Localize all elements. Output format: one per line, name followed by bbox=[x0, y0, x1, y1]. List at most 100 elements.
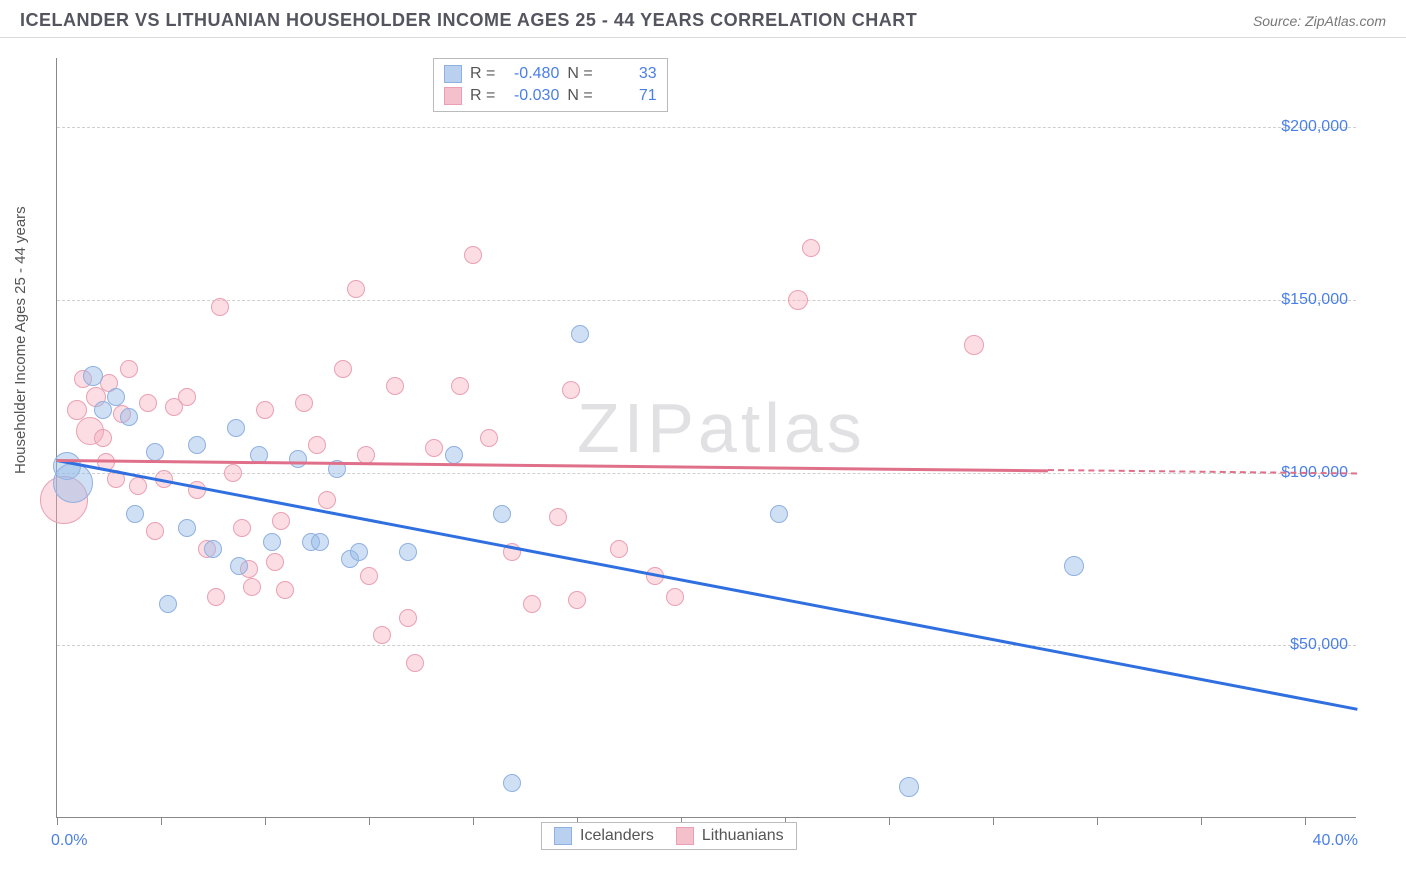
scatter-point-b bbox=[224, 464, 242, 482]
x-tick bbox=[369, 817, 370, 825]
series-legend: Icelanders Lithuanians bbox=[541, 822, 797, 850]
legend-label: Icelanders bbox=[580, 827, 654, 845]
scatter-point-b bbox=[256, 401, 274, 419]
scatter-point-b bbox=[188, 481, 206, 499]
y-tick-label: $200,000 bbox=[1281, 118, 1348, 136]
gridline bbox=[57, 300, 1356, 301]
trend-line bbox=[57, 459, 1048, 472]
scatter-point-a bbox=[493, 505, 511, 523]
scatter-point-a bbox=[159, 595, 177, 613]
scatter-point-a bbox=[350, 543, 368, 561]
scatter-point-b bbox=[295, 394, 313, 412]
x-min-label: 0.0% bbox=[51, 832, 87, 850]
plot-region: ZIPatlas $50,000$100,000$150,000$200,000… bbox=[56, 58, 1356, 818]
scatter-point-b bbox=[399, 609, 417, 627]
gridline bbox=[57, 127, 1356, 128]
scatter-point-b bbox=[788, 290, 808, 310]
x-tick bbox=[265, 817, 266, 825]
scatter-point-b bbox=[266, 553, 284, 571]
scatter-point-b bbox=[272, 512, 290, 530]
gridline bbox=[57, 645, 1356, 646]
x-tick bbox=[473, 817, 474, 825]
y-tick-label: $150,000 bbox=[1281, 291, 1348, 309]
scatter-point-a bbox=[311, 533, 329, 551]
scatter-point-b bbox=[243, 578, 261, 596]
scatter-point-a bbox=[770, 505, 788, 523]
legend-item: Icelanders bbox=[554, 827, 654, 845]
chart-source: Source: ZipAtlas.com bbox=[1253, 13, 1386, 29]
scatter-point-a bbox=[107, 388, 125, 406]
scatter-point-a bbox=[1064, 556, 1084, 576]
scatter-point-a bbox=[899, 777, 919, 797]
scatter-point-a bbox=[146, 443, 164, 461]
scatter-point-a bbox=[204, 540, 222, 558]
scatter-point-b bbox=[276, 581, 294, 599]
scatter-point-a bbox=[445, 446, 463, 464]
scatter-point-b bbox=[610, 540, 628, 558]
r-value: -0.030 bbox=[503, 87, 559, 105]
scatter-point-a bbox=[503, 774, 521, 792]
scatter-point-b bbox=[666, 588, 684, 606]
scatter-point-b bbox=[373, 626, 391, 644]
x-tick bbox=[1201, 817, 1202, 825]
scatter-point-b bbox=[406, 654, 424, 672]
scatter-point-b bbox=[146, 522, 164, 540]
correlation-legend: R =-0.480 N =33R =-0.030 N =71 bbox=[433, 58, 668, 112]
scatter-point-b bbox=[120, 360, 138, 378]
scatter-point-b bbox=[964, 335, 984, 355]
scatter-point-b bbox=[308, 436, 326, 454]
n-value: 71 bbox=[601, 87, 657, 105]
legend-item: Lithuanians bbox=[676, 827, 784, 845]
scatter-point-b bbox=[334, 360, 352, 378]
scatter-point-a bbox=[289, 450, 307, 468]
x-tick bbox=[1305, 817, 1306, 825]
chart-title: ICELANDER VS LITHUANIAN HOUSEHOLDER INCO… bbox=[20, 10, 917, 31]
scatter-point-b bbox=[129, 477, 147, 495]
scatter-point-a bbox=[83, 366, 103, 386]
y-axis-label: Householder Income Ages 25 - 44 years bbox=[12, 206, 29, 474]
legend-label: Lithuanians bbox=[702, 827, 784, 845]
x-tick bbox=[161, 817, 162, 825]
scatter-point-a bbox=[230, 557, 248, 575]
scatter-point-b bbox=[211, 298, 229, 316]
chart-area: Householder Income Ages 25 - 44 years ZI… bbox=[0, 44, 1406, 892]
legend-swatch bbox=[676, 827, 694, 845]
scatter-point-b bbox=[347, 280, 365, 298]
scatter-point-b bbox=[523, 595, 541, 613]
scatter-point-b bbox=[568, 591, 586, 609]
scatter-point-b bbox=[233, 519, 251, 537]
scatter-point-b bbox=[94, 429, 112, 447]
scatter-point-a bbox=[263, 533, 281, 551]
scatter-point-b bbox=[425, 439, 443, 457]
scatter-point-a bbox=[571, 325, 589, 343]
scatter-point-b bbox=[549, 508, 567, 526]
scatter-point-a bbox=[94, 401, 112, 419]
scatter-point-a bbox=[178, 519, 196, 537]
scatter-point-b bbox=[207, 588, 225, 606]
r-value: -0.480 bbox=[503, 65, 559, 83]
scatter-point-b bbox=[386, 377, 404, 395]
scatter-point-b bbox=[480, 429, 498, 447]
scatter-point-b bbox=[139, 394, 157, 412]
gridline bbox=[57, 473, 1356, 474]
scatter-point-b bbox=[451, 377, 469, 395]
x-tick bbox=[993, 817, 994, 825]
scatter-point-b bbox=[318, 491, 336, 509]
scatter-point-b bbox=[802, 239, 820, 257]
scatter-point-a bbox=[120, 408, 138, 426]
y-tick-label: $50,000 bbox=[1290, 636, 1348, 654]
legend-swatch bbox=[554, 827, 572, 845]
legend-swatch bbox=[444, 87, 462, 105]
x-tick bbox=[889, 817, 890, 825]
scatter-point-a bbox=[399, 543, 417, 561]
scatter-point-a bbox=[53, 463, 93, 503]
scatter-point-a bbox=[227, 419, 245, 437]
watermark: ZIPatlas bbox=[577, 388, 866, 468]
n-value: 33 bbox=[601, 65, 657, 83]
scatter-point-a bbox=[188, 436, 206, 454]
legend-swatch bbox=[444, 65, 462, 83]
scatter-point-b bbox=[178, 388, 196, 406]
scatter-point-b bbox=[464, 246, 482, 264]
x-tick bbox=[1097, 817, 1098, 825]
chart-header: ICELANDER VS LITHUANIAN HOUSEHOLDER INCO… bbox=[0, 0, 1406, 38]
